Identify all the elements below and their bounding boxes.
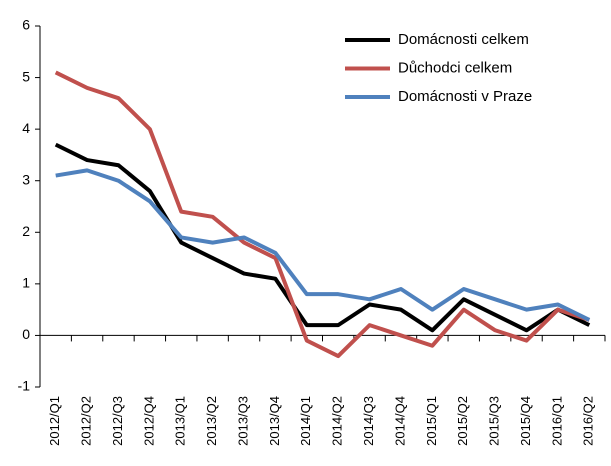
y-tick-label: 2 <box>22 223 30 239</box>
legend-label: Důchodci celkem <box>398 59 512 76</box>
x-tick-label: 2014/Q4 <box>392 396 407 446</box>
x-tick-label: 2012/Q4 <box>141 396 156 446</box>
legend-label: Domácnosti v Praze <box>398 88 532 105</box>
x-tick-label: 2016/Q1 <box>549 396 564 446</box>
x-tick-label: 2012/Q3 <box>110 396 125 446</box>
x-tick-label: 2014/Q3 <box>361 396 376 446</box>
x-tick-label: 2015/Q4 <box>518 396 533 446</box>
x-tick-label: 2012/Q1 <box>47 396 62 446</box>
y-tick-label: -1 <box>18 378 31 394</box>
x-tick-label: 2016/Q2 <box>581 396 596 446</box>
y-tick-label: 5 <box>22 68 30 84</box>
y-tick-label: 0 <box>22 326 30 342</box>
x-tick-label: 2015/Q3 <box>487 396 502 446</box>
y-tick-label: 3 <box>22 171 30 187</box>
x-tick-label: 2014/Q2 <box>330 396 345 446</box>
x-tick-label: 2013/Q1 <box>173 396 188 446</box>
y-tick-label: 6 <box>22 17 30 33</box>
x-tick-label: 2013/Q2 <box>204 396 219 446</box>
x-tick-label: 2013/Q3 <box>235 396 250 446</box>
x-tick-label: 2015/Q1 <box>424 396 439 446</box>
x-tick-label: 2012/Q2 <box>79 396 94 446</box>
x-tick-label: 2013/Q4 <box>267 396 282 446</box>
x-tick-label: 2014/Q1 <box>298 396 313 446</box>
series-line <box>54 70 590 359</box>
y-tick-label: 4 <box>22 120 30 136</box>
series-line <box>54 142 591 333</box>
y-tick-label: 1 <box>22 275 30 291</box>
x-tick-label: 2015/Q2 <box>455 396 470 446</box>
legend-label: Domácnosti celkem <box>398 31 529 48</box>
series-line <box>55 168 591 322</box>
